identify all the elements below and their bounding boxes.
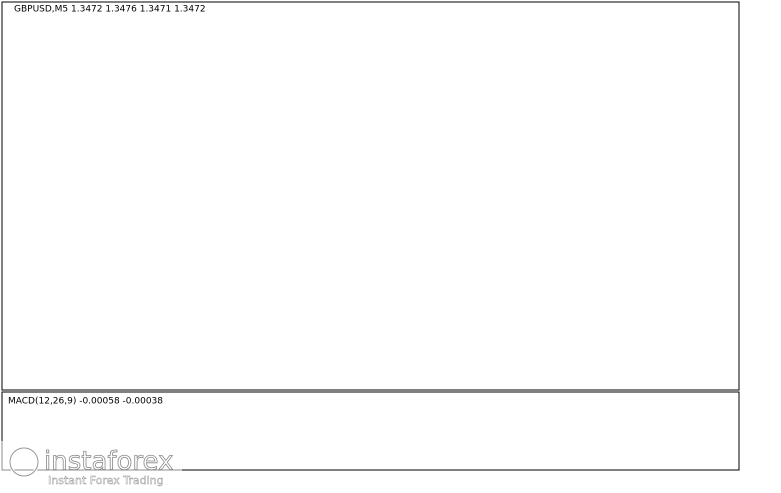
watermark: instaforex Instant Forex Trading bbox=[0, 441, 182, 489]
macd-pane-frame bbox=[1, 391, 740, 471]
watermark-tagline: Instant Forex Trading bbox=[48, 474, 164, 487]
chart-title: GBPUSD,M5 1.3472 1.3476 1.3471 1.3472 bbox=[14, 5, 206, 15]
watermark-logo-mark bbox=[14, 452, 34, 469]
price-pane-frame bbox=[1, 1, 740, 391]
macd-title: MACD(12,26,9) -0.00058 -0.00038 bbox=[8, 397, 163, 407]
watermark-brand: instaforex bbox=[44, 447, 173, 477]
watermark-logo-outline bbox=[9, 447, 39, 477]
